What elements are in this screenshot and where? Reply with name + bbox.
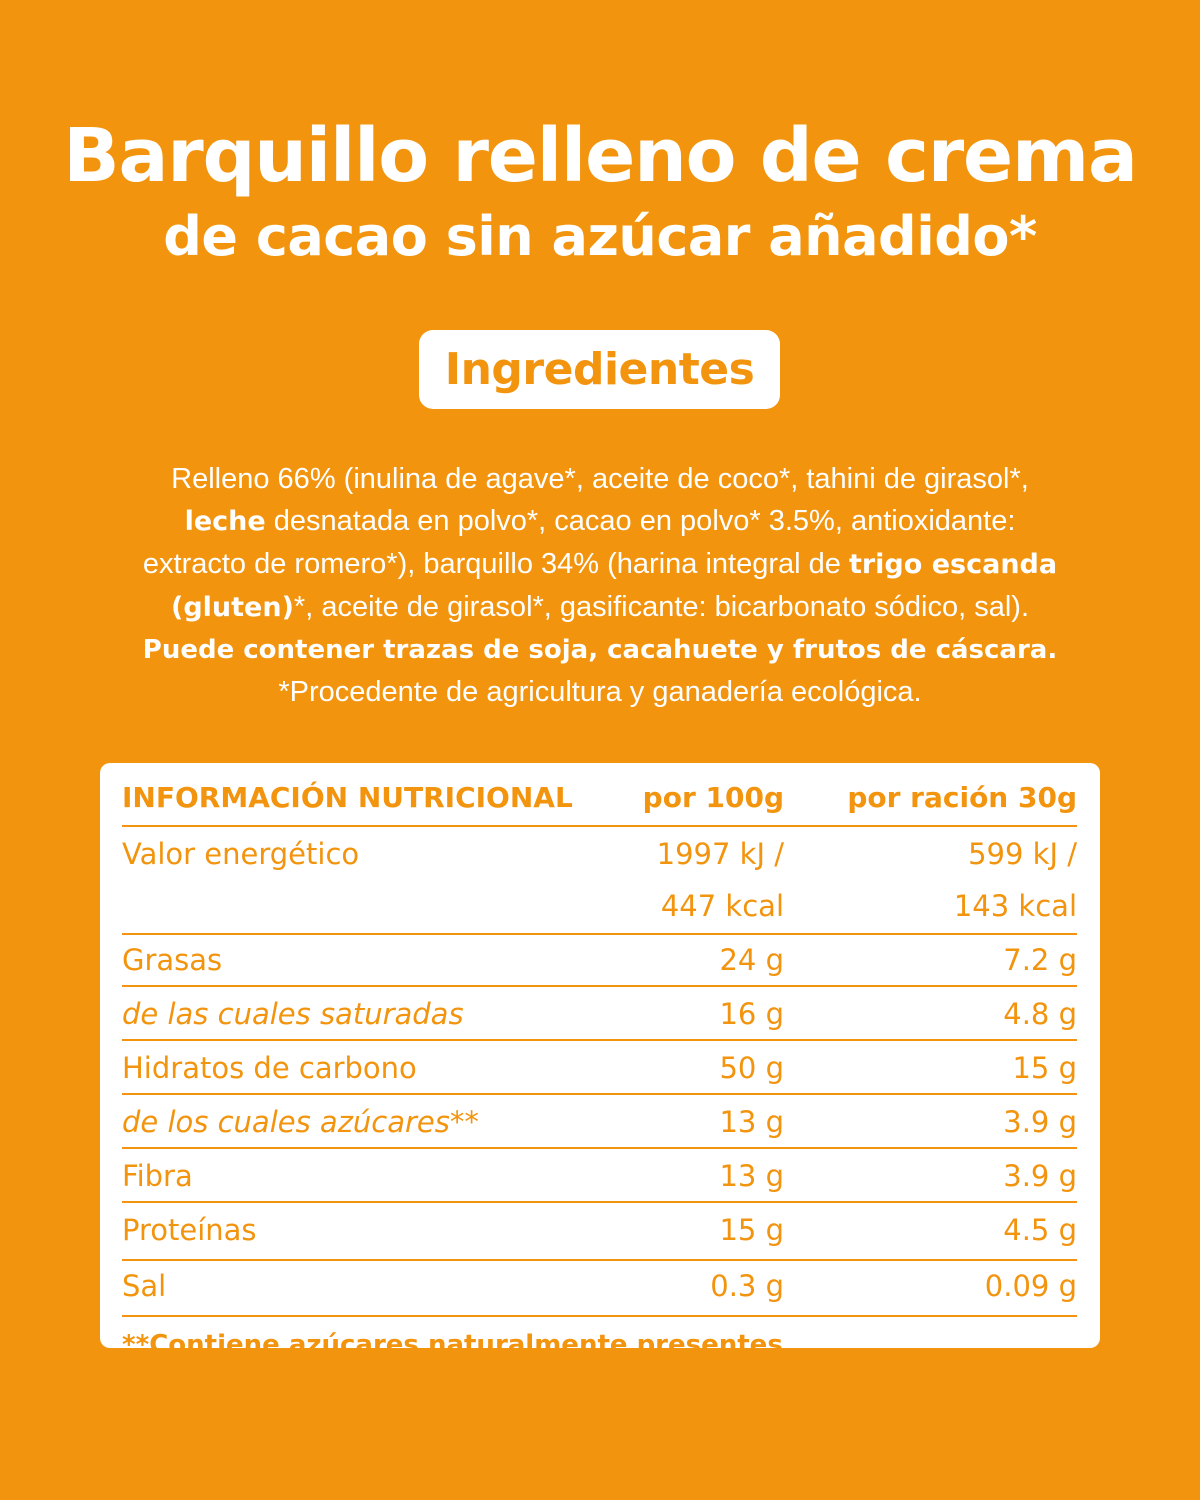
product-title-line1: Barquillo relleno de crema [63,113,1138,199]
nutrient-per100: 13 g [719,1105,784,1139]
ingredients-heading: Ingredientes [419,330,780,409]
table-row: de las cuales saturadas 16 g 4.8 g [122,997,1077,1041]
energy-per100-kj: 1997 kJ / [656,837,784,871]
energy-serving-kj: 599 kJ / [968,837,1077,871]
nutrient-serving: 7.2 g [1003,943,1077,977]
header-serving: por ración 30g [847,781,1077,814]
table-row: Grasas 24 g 7.2 g [122,943,1077,987]
nutrient-label: Sal [122,1269,167,1303]
nutrient-label: de las cuales saturadas [122,997,464,1031]
nutrient-label: de los cuales azúcares** [122,1105,479,1139]
energy-per100-kcal: 447 kcal [660,889,784,923]
nutrient-serving: 0.09 g [984,1269,1077,1303]
sugar-footnote: **Contiene azúcares naturalmente present… [122,1330,783,1360]
product-title: Barquillo relleno de crema de cacao sin … [0,108,1200,270]
organic-note: *Procedente de agricultura y ganadería e… [278,676,922,708]
nutrient-serving: 4.8 g [1003,997,1077,1031]
nutrient-serving: 15 g [1012,1051,1077,1085]
table-row: de los cuales azúcares** 13 g 3.9 g [122,1105,1077,1149]
header-per100: por 100g [642,781,784,814]
nutrient-serving: 3.9 g [1003,1159,1077,1193]
nutrient-label: Grasas [122,943,223,977]
nutrient-label: Proteínas [122,1213,257,1247]
ingredients-line-4-text: *, aceite de girasol*, gasificante: bica… [293,591,1030,623]
ingredients-line-4: (gluten)*, aceite de girasol*, gasifican… [40,586,1160,629]
energy-label: Valor energético [122,837,360,871]
table-row: Proteínas 15 g 4.5 g [122,1213,1077,1261]
energy-row: Valor energético 1997 kJ / 447 kcal 599 … [122,837,1077,935]
product-title-line2: de cacao sin azúcar añadido* [163,205,1037,268]
nutrient-per100: 15 g [719,1213,784,1247]
nutrient-serving: 3.9 g [1003,1105,1077,1139]
table-row: Hidratos de carbono 50 g 15 g [122,1051,1077,1095]
nutrition-table: INFORMACIÓN NUTRICIONAL por 100g por rac… [100,763,1100,1360]
nutrient-per100: 13 g [719,1159,784,1193]
nutrient-per100: 50 g [719,1051,784,1085]
energy-serving-kcal: 143 kcal [953,889,1077,923]
header-label: INFORMACIÓN NUTRICIONAL [122,781,573,814]
allergen-warning: Puede contener trazas de soja, cacahuete… [142,635,1058,665]
allergen-gluten: (gluten) [170,592,294,623]
ingredients-line-1: Relleno 66% (inulina de agave*, aceite d… [171,463,1029,495]
table-row: Fibra 13 g 3.9 g [122,1159,1077,1203]
ingredients-line-3-text: extracto de romero*), barquillo 34% (har… [142,548,849,580]
nutrient-per100: 16 g [719,997,784,1031]
ingredients-line-2: leche desnatada en polvo*, cacao en polv… [40,500,1160,543]
nutrient-serving: 4.5 g [1003,1213,1077,1247]
ingredients-line-3: extracto de romero*), barquillo 34% (har… [40,543,1160,586]
allergen-milk: leche [184,506,266,537]
nutrient-label: Hidratos de carbono [122,1051,417,1085]
nutrition-header-row: INFORMACIÓN NUTRICIONAL por 100g por rac… [122,781,1077,827]
ingredients-text: Relleno 66% (inulina de agave*, aceite d… [40,458,1160,713]
allergen-spelt: trigo escanda [848,549,1058,580]
table-row: Sal 0.3 g 0.09 g [122,1269,1077,1317]
ingredients-line-2-text: desnatada en polvo*, cacao en polvo* 3.5… [265,505,1016,537]
nutrient-per100: 0.3 g [710,1269,784,1303]
nutrient-label: Fibra [122,1159,193,1193]
nutrient-per100: 24 g [719,943,784,977]
